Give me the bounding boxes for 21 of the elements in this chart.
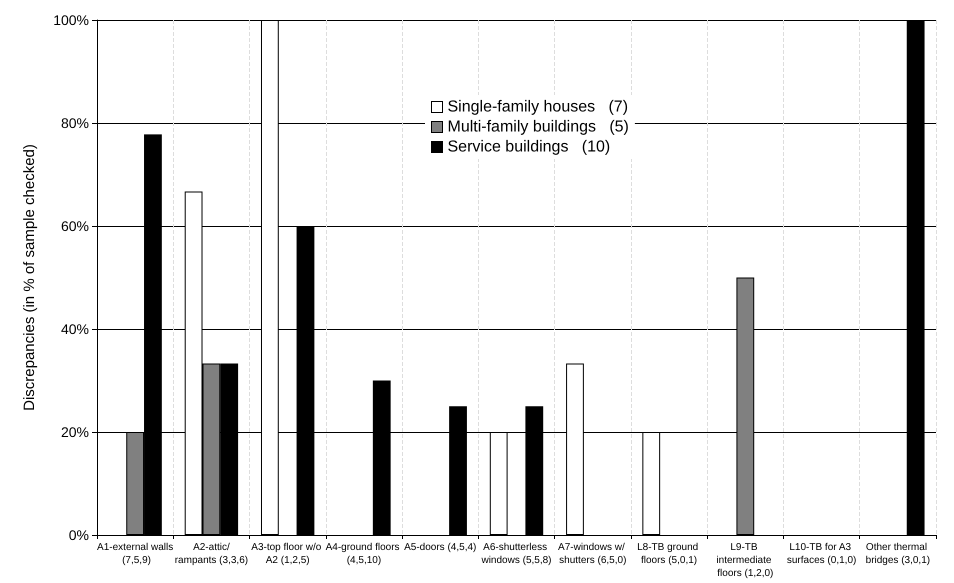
x-tick-label: A7-windows w/ shutters (6,5,0) bbox=[558, 542, 628, 566]
y-tick-label: 40% bbox=[60, 321, 89, 337]
legend-label: Service buildings (10) bbox=[448, 138, 610, 156]
y-tick-label: 20% bbox=[60, 424, 89, 440]
x-tick-label: L8-TB ground floors (5,0,1) bbox=[637, 542, 702, 566]
y-tick-label: 100% bbox=[53, 12, 89, 28]
x-tick-label: A5-doors (4,5,4) bbox=[404, 542, 476, 553]
y-tick-label: 60% bbox=[60, 218, 89, 234]
x-tick-label: A6-shutterless windows (5,5,8) bbox=[480, 542, 552, 566]
x-tick-label: Other thermal bridges (3,0,1) bbox=[866, 542, 930, 566]
y-tick-label: 80% bbox=[60, 115, 89, 131]
legend-label: Single-family houses (7) bbox=[448, 98, 628, 116]
legend-label: Multi-family buildings (5) bbox=[448, 118, 629, 136]
x-tick-label: A2-attic/rampants (3,3,6) bbox=[174, 542, 248, 566]
y-axis-title: Discrepancies (in % of sample checked) bbox=[21, 144, 38, 411]
x-tick-label: A3-top floor w/o A2 (1,2,5) bbox=[251, 542, 324, 566]
y-tick-label: 0% bbox=[68, 527, 89, 543]
x-tick-label: L9-TB intermediate floors (1,2,0) bbox=[716, 542, 774, 579]
x-tick-label: A1-external walls (7,5,9) bbox=[97, 542, 174, 566]
x-tick-label: A4-ground floors (4,5,10) bbox=[326, 542, 402, 566]
x-tick-label: L10-TB for A3 surfaces (0,1,0) bbox=[786, 542, 856, 566]
